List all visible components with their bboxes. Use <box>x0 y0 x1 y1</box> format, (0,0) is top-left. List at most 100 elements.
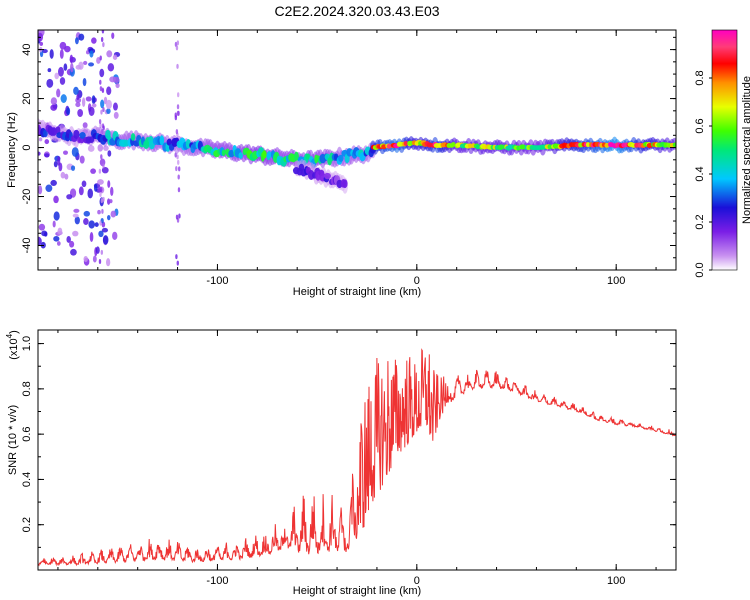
spectral-blob <box>73 129 80 140</box>
spectral-blob <box>51 127 57 136</box>
spectral-blob <box>78 186 84 196</box>
spectral-blob <box>166 138 173 146</box>
spectral-blob <box>46 78 54 88</box>
spectral-blob <box>107 180 111 188</box>
spectral-blob <box>38 151 41 156</box>
y-tick-label: 0.4 <box>21 472 33 487</box>
spectral-blob <box>100 154 103 160</box>
spectral-blob <box>176 40 180 46</box>
spectral-blob <box>177 110 180 116</box>
spectral-blob <box>90 168 97 174</box>
colorbar-ticks: 0.0 0.2 0.4 0.6 0.8 <box>694 70 712 278</box>
spectral-blob <box>177 187 181 193</box>
spectral-blob <box>130 133 136 141</box>
colorbar-label: Normalized spectral amplitude <box>741 76 750 224</box>
spectral-blob <box>69 54 74 64</box>
spectral-blob <box>105 99 112 110</box>
spectrogram-ticks: -100 0 100 -40 -20 0 20 40 <box>21 30 676 287</box>
snr-panel: -100 0 100 0.2 0.4 0.6 0.8 1.0 Height of straig… <box>5 329 677 597</box>
spectral-blob <box>88 106 95 117</box>
spectral-blob <box>53 195 59 204</box>
spectral-blob <box>672 142 676 148</box>
spectral-blob <box>54 72 60 80</box>
y-tick-label: 0.2 <box>21 517 33 532</box>
spectral-blob <box>88 136 95 143</box>
spectral-blob <box>74 216 80 225</box>
spectral-blob <box>41 230 48 237</box>
spectral-blob <box>475 144 481 150</box>
spectral-blob <box>93 183 98 192</box>
spectrogram-xlabel: Height of straight line (km) <box>293 286 421 298</box>
spectral-blob <box>60 171 66 179</box>
spectral-blob <box>75 37 79 45</box>
snr-xlabel: Height of straight line (km) <box>293 585 421 597</box>
spectral-blob <box>221 149 226 157</box>
spectral-blob <box>175 254 178 260</box>
snr-ylabel: SNR (10 * v/v) <box>7 405 19 475</box>
spectral-blob <box>94 222 99 227</box>
spectral-blob <box>87 145 95 152</box>
spectral-blob <box>98 119 102 125</box>
spectral-blob <box>39 41 44 46</box>
spectral-blob <box>238 152 243 159</box>
spectral-blob <box>113 111 119 119</box>
spectral-blob <box>451 142 456 148</box>
snr-ticks: -100 0 100 0.2 0.4 0.6 0.8 1.0 <box>21 330 676 587</box>
spectral-blob <box>101 227 109 233</box>
spectral-blob <box>85 96 92 102</box>
spectral-blob <box>386 143 392 149</box>
spectral-blob <box>262 150 267 159</box>
spectral-blob <box>106 86 112 96</box>
spectral-blob <box>82 122 88 129</box>
spectral-blob <box>52 220 56 228</box>
y-tick-label: 0 <box>21 144 33 150</box>
spectral-blob <box>106 108 111 114</box>
spectral-blob <box>228 149 235 158</box>
spectral-blob <box>95 246 100 254</box>
spectral-blob <box>88 62 95 67</box>
spectral-blob <box>50 97 58 106</box>
spectral-blob <box>123 139 129 147</box>
spectral-blob <box>83 256 88 263</box>
colorbar-gradient <box>711 29 738 271</box>
spectral-blob <box>174 115 178 121</box>
spectral-blob <box>585 142 591 148</box>
spectral-blob <box>100 249 104 255</box>
spectral-blob <box>50 104 58 111</box>
spectral-blob <box>547 144 553 150</box>
spectral-blob <box>66 194 73 200</box>
spectral-blob <box>44 139 50 145</box>
spectral-blob <box>175 214 179 220</box>
spectral-blob <box>97 209 101 215</box>
spectral-blob <box>44 153 50 158</box>
y-tick-label: 0.8 <box>21 381 33 396</box>
spectral-blob <box>467 143 473 149</box>
spectral-blob <box>58 66 64 77</box>
spectral-blob <box>66 236 71 243</box>
spectral-blob <box>107 63 115 72</box>
spectral-blob <box>100 36 104 42</box>
spectral-blob <box>175 129 179 135</box>
spectral-blob <box>100 99 105 109</box>
spectral-blob <box>175 166 178 172</box>
colorbar-tick-label: 0.8 <box>694 70 706 85</box>
spectral-blob <box>110 186 114 197</box>
spectral-blob <box>266 151 272 159</box>
spectral-blob <box>70 165 76 171</box>
spectral-blob <box>110 210 117 218</box>
spectral-blob <box>77 108 84 118</box>
spectral-blob <box>102 196 105 202</box>
spectral-blob <box>97 179 104 185</box>
spectral-blob <box>47 68 52 73</box>
spectral-blob <box>109 199 113 204</box>
spectral-blob <box>176 154 179 160</box>
spectral-blob <box>102 42 105 48</box>
spectral-blob <box>66 107 71 116</box>
spectral-blob <box>111 32 115 39</box>
spectral-blob <box>113 102 118 111</box>
x-tick-label: 100 <box>607 575 625 587</box>
spectral-blob <box>63 63 68 71</box>
spectral-blob <box>97 144 104 152</box>
spectral-blob <box>73 86 79 95</box>
spectrogram-marks <box>38 30 676 267</box>
